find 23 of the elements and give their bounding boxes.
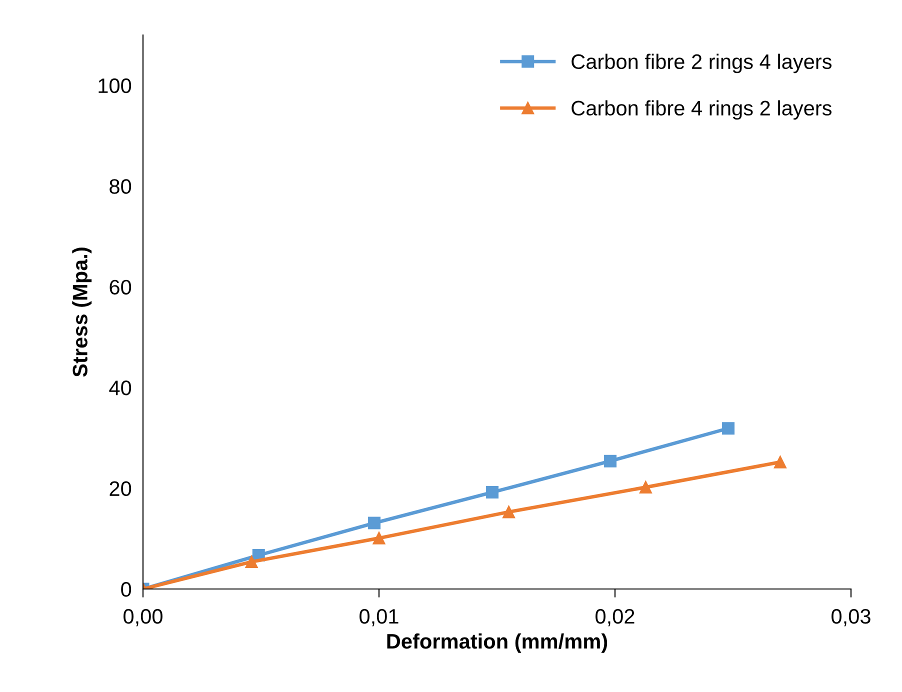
- point: [639, 481, 652, 494]
- legend-label: Carbon fibre 2 rings 4 layers: [572, 54, 832, 74]
- point: [372, 532, 386, 544]
- y-axis-title: Stress (Mpa.): [72, 248, 92, 377]
- y-tick-label: 40: [109, 380, 132, 396]
- y-tick-label: 100: [98, 78, 132, 94]
- x-tick-label: 0,03: [832, 608, 870, 626]
- x-tick-label: 0,00: [124, 608, 162, 626]
- y-tick-label: 60: [110, 280, 132, 295]
- point: [604, 454, 617, 468]
- point: [774, 456, 786, 468]
- y-tick-label: 20: [110, 481, 132, 496]
- point: [245, 556, 258, 568]
- point: [368, 516, 381, 530]
- point: [722, 422, 735, 435]
- y-tick-label: 0: [121, 582, 132, 597]
- x-tick-label: 0,01: [360, 608, 398, 626]
- x-axis-title: Deformation (mm/mm): [387, 633, 608, 653]
- legend-label: Carbon fibre 4 rings 2 layers: [572, 100, 832, 120]
- y-tick-label: 80: [110, 179, 132, 194]
- point: [486, 486, 499, 499]
- x-tick-label: 0,02: [596, 608, 634, 626]
- point: [502, 506, 516, 518]
